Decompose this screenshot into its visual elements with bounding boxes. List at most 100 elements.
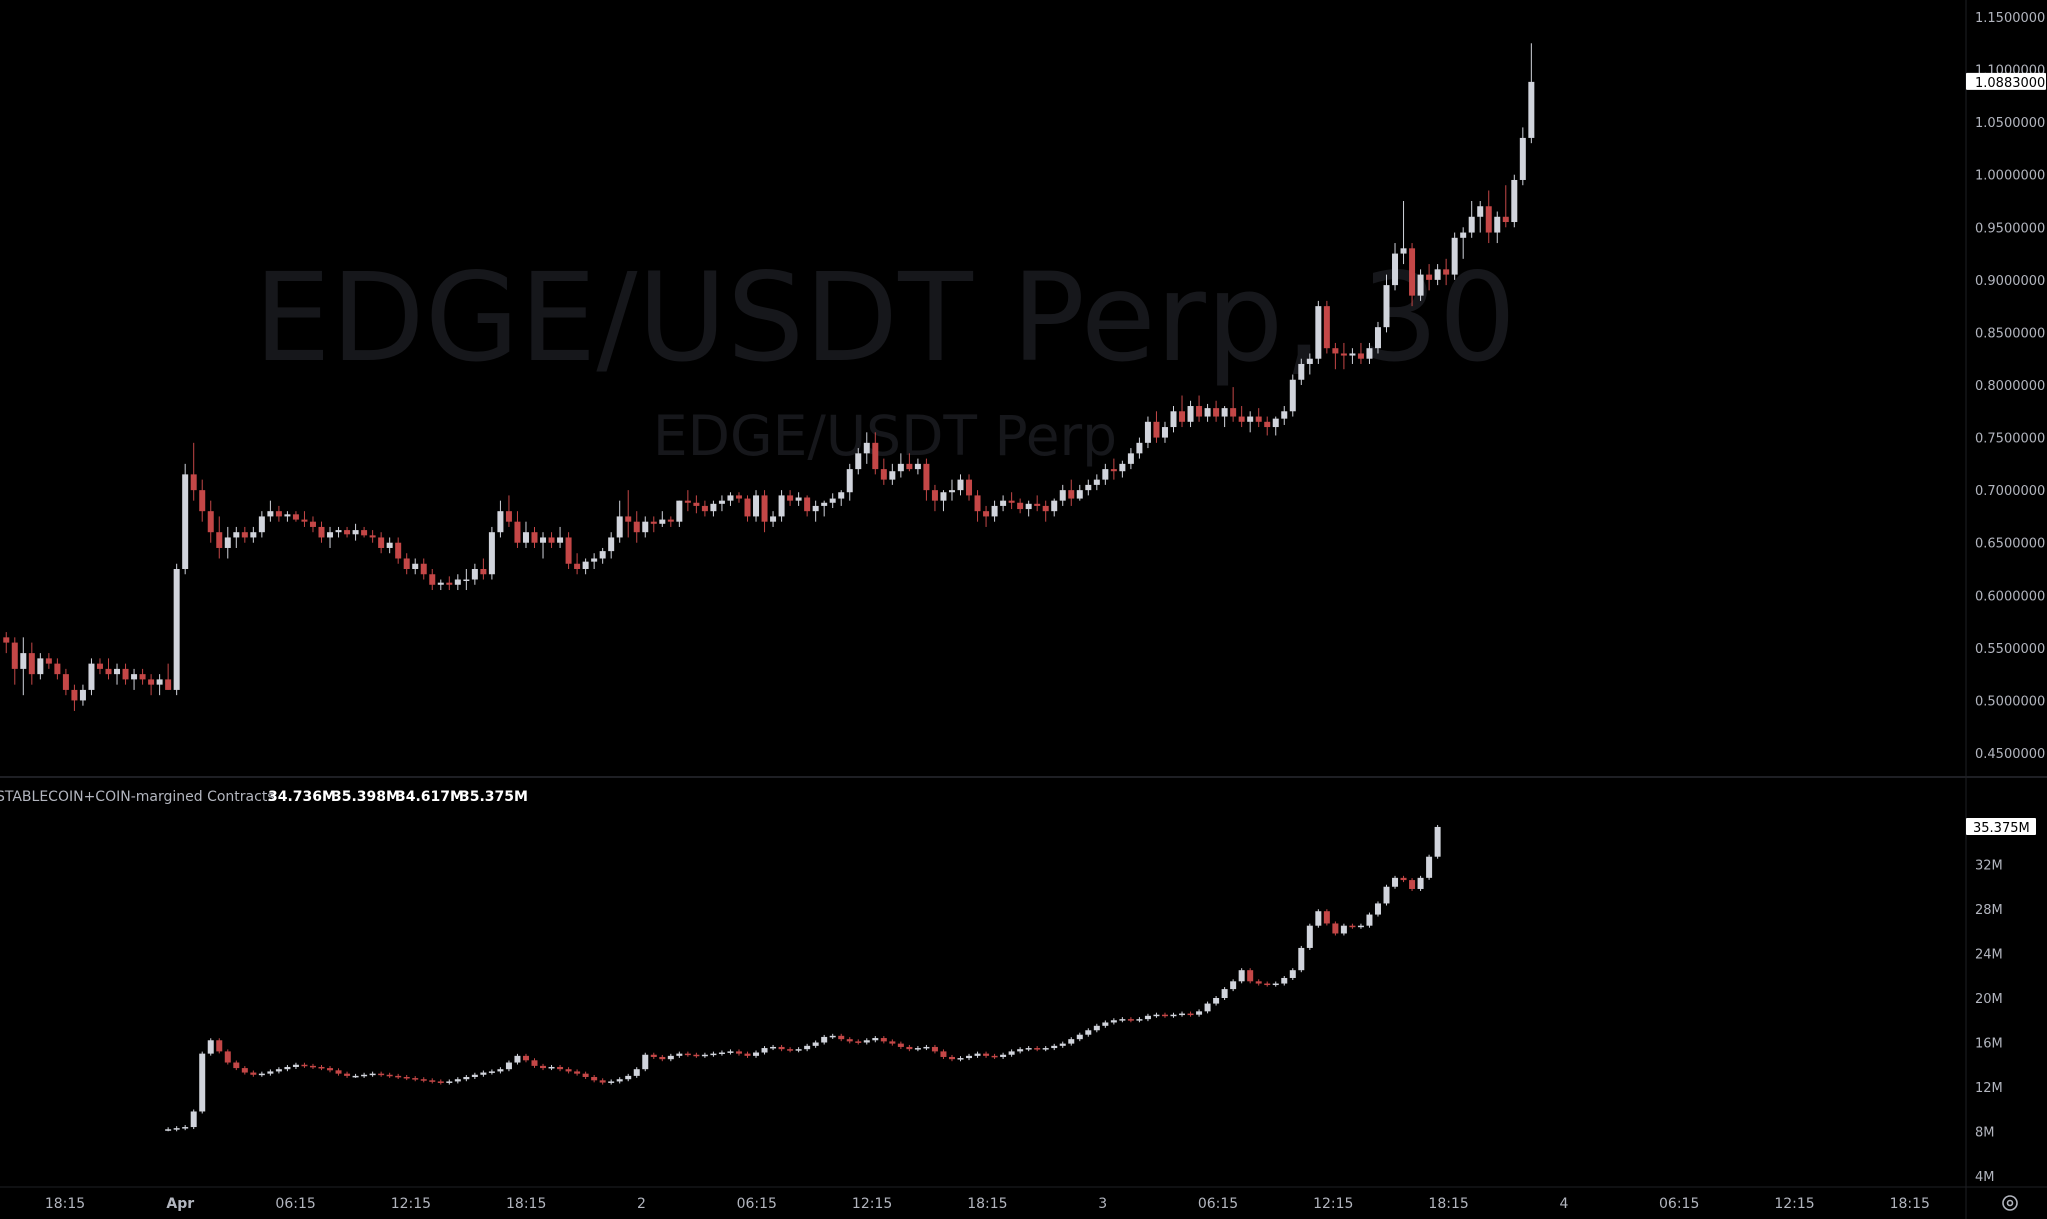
time-axis-tick: 12:15 bbox=[1313, 1196, 1353, 1212]
price-candle bbox=[1519, 137, 1526, 180]
oi-candle bbox=[608, 1081, 615, 1083]
price-candle bbox=[633, 521, 640, 533]
legend-open-value: 34.736M bbox=[268, 789, 336, 805]
oi-axis-tick: 28M bbox=[1975, 903, 2003, 918]
oi-candle bbox=[1417, 877, 1424, 889]
price-candle bbox=[948, 490, 955, 493]
price-candle bbox=[931, 490, 938, 501]
oi-candle bbox=[1392, 877, 1399, 887]
oi-candle bbox=[1025, 1048, 1032, 1050]
oi-candle bbox=[829, 1035, 836, 1038]
price-candle bbox=[795, 497, 802, 501]
oi-candle bbox=[966, 1055, 973, 1059]
price-axis-tick: 0.6000000 bbox=[1975, 589, 2045, 604]
oi-candle bbox=[897, 1043, 904, 1047]
oi-candle bbox=[1068, 1039, 1075, 1044]
oi-candle bbox=[1119, 1019, 1126, 1021]
price-axis-tick: 0.9500000 bbox=[1975, 221, 2045, 236]
oi-candle bbox=[974, 1053, 981, 1056]
oi-candle bbox=[565, 1069, 572, 1072]
price-candle bbox=[608, 537, 615, 552]
oi-candle bbox=[1255, 981, 1262, 984]
price-axis[interactable]: 1.15000001.10000001.05000001.00000000.95… bbox=[1975, 11, 2045, 762]
price-candle bbox=[1017, 502, 1024, 510]
oi-candle bbox=[1196, 1011, 1203, 1015]
price-candle bbox=[1485, 206, 1492, 233]
price-axis-tick: 0.4500000 bbox=[1975, 747, 2045, 762]
oi-candle bbox=[1306, 925, 1313, 948]
price-candle bbox=[1051, 500, 1058, 512]
price-candle bbox=[233, 532, 240, 538]
price-candle bbox=[1460, 232, 1467, 238]
price-candle bbox=[974, 495, 981, 512]
oi-candle bbox=[1238, 970, 1245, 982]
price-candle bbox=[1119, 463, 1126, 472]
oi-candle bbox=[684, 1053, 691, 1056]
price-candle bbox=[1170, 411, 1177, 428]
price-axis-tick: 1.0500000 bbox=[1975, 116, 2045, 131]
oi-candle bbox=[1017, 1049, 1024, 1052]
oi-candle bbox=[710, 1053, 717, 1056]
oi-axis-tick: 32M bbox=[1975, 859, 2003, 874]
oi-candle bbox=[718, 1052, 725, 1055]
oi-candle bbox=[642, 1054, 649, 1070]
oi-candle bbox=[1426, 856, 1433, 878]
gear-icon[interactable] bbox=[2002, 1195, 2018, 1211]
price-candle bbox=[897, 463, 904, 472]
open-interest-axis[interactable]: 32M 28M 24M 20M 16M 12M 8M 4M bbox=[1975, 859, 2003, 1186]
price-candle bbox=[292, 514, 299, 520]
price-candle bbox=[906, 463, 913, 470]
oi-candle bbox=[241, 1068, 248, 1073]
indicator-legend[interactable]: STABLECOIN+COIN-margined Contracts 34.73… bbox=[0, 789, 528, 805]
oi-candle bbox=[1000, 1054, 1007, 1057]
price-candle bbox=[1196, 406, 1203, 417]
price-candle bbox=[309, 521, 316, 527]
price-candle bbox=[420, 563, 427, 575]
symbol-watermark: EDGE/USDT Perp, 30 bbox=[254, 247, 1516, 389]
oi-candle bbox=[948, 1056, 955, 1060]
price-candle bbox=[914, 463, 921, 470]
price-candle bbox=[20, 653, 27, 669]
price-candle bbox=[880, 469, 887, 480]
price-candle bbox=[122, 668, 129, 680]
oi-candle bbox=[1272, 983, 1279, 986]
price-candle bbox=[241, 532, 248, 538]
price-candle bbox=[650, 521, 657, 524]
oi-candle bbox=[1315, 911, 1322, 926]
oi-candle bbox=[735, 1051, 742, 1054]
oi-candle bbox=[165, 1129, 172, 1131]
oi-candle bbox=[1289, 970, 1296, 978]
oi-candle bbox=[914, 1048, 921, 1050]
price-candle bbox=[957, 479, 964, 491]
price-candle bbox=[718, 500, 725, 504]
time-axis[interactable]: 18:15 Apr 06:15 12:15 18:15 2 06:15 12:15 18:15 3… bbox=[45, 1196, 1930, 1212]
price-axis-tick: 0.5500000 bbox=[1975, 642, 2045, 657]
price-candle bbox=[1451, 237, 1458, 275]
price-candle bbox=[1400, 248, 1407, 254]
price-candle bbox=[1000, 500, 1007, 506]
price-candle bbox=[1179, 411, 1186, 422]
price-candle bbox=[1110, 469, 1117, 472]
price-candle bbox=[744, 498, 751, 517]
time-axis-tick: 06:15 bbox=[1659, 1196, 1699, 1212]
oi-candle bbox=[744, 1053, 751, 1056]
price-candle bbox=[352, 530, 359, 535]
oi-candle bbox=[344, 1073, 351, 1076]
price-candle bbox=[275, 511, 282, 517]
price-candle bbox=[1357, 353, 1364, 359]
oi-candle bbox=[361, 1074, 368, 1077]
price-candle bbox=[1093, 479, 1100, 485]
price-candle bbox=[45, 658, 52, 664]
price-candle bbox=[1298, 363, 1305, 380]
oi-axis-tick: 12M bbox=[1975, 1081, 2003, 1096]
price-candle bbox=[642, 521, 649, 533]
price-candle bbox=[821, 502, 828, 506]
oi-candle bbox=[480, 1072, 487, 1075]
price-candle bbox=[582, 561, 589, 569]
oi-candle bbox=[275, 1069, 282, 1072]
oi-candle bbox=[761, 1048, 768, 1053]
price-candle bbox=[829, 498, 836, 503]
oi-candle bbox=[531, 1060, 538, 1066]
oi-candle bbox=[812, 1042, 819, 1046]
